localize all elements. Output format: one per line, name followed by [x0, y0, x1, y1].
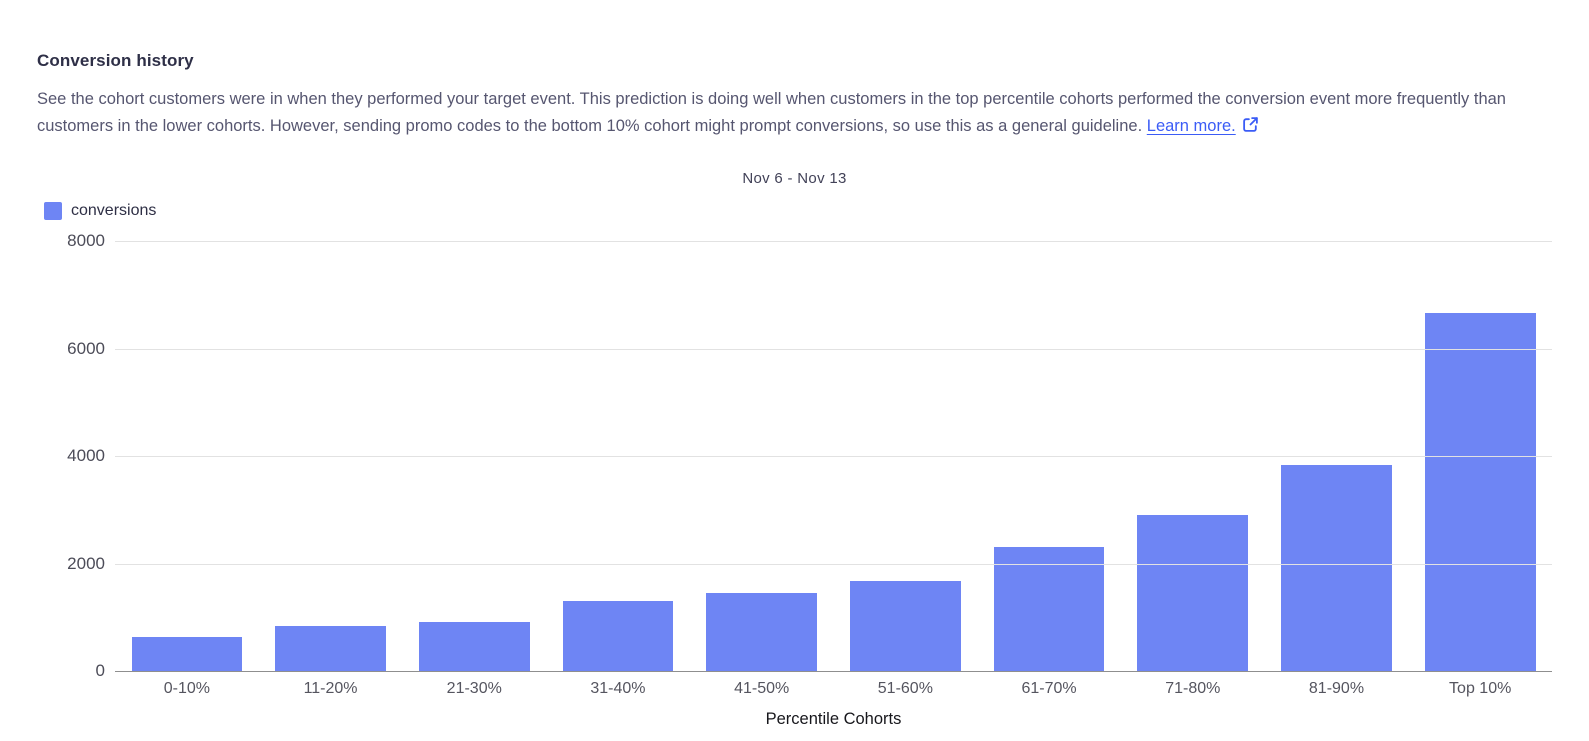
x-tick-Top 10%: Top 10% [1449, 680, 1512, 697]
bar-slot [690, 241, 834, 671]
x-tick-31-40%: 31-40% [590, 680, 646, 697]
external-link-icon[interactable] [1242, 115, 1259, 142]
bars-container [115, 241, 1552, 671]
description-text: See the cohort customers were in when th… [37, 90, 1506, 135]
bar-81-90%[interactable] [1281, 464, 1392, 671]
chart-legend: conversions [44, 202, 1552, 220]
bar-slot [834, 241, 978, 671]
panel-title: Conversion history [37, 51, 194, 70]
x-tick-0-10%: 0-10% [163, 680, 210, 697]
x-axis-labels: 0-10% 11-20% 21-30% 31-40% 41-50% 51-60% 61-70… [115, 680, 1552, 698]
gridline-6000 [115, 348, 1552, 350]
x-tick-21-30%: 21-30% [446, 680, 502, 697]
gridline-4000 [115, 456, 1552, 457]
x-tick-81-90%: 81-90% [1308, 680, 1365, 697]
bar-0-10%[interactable] [131, 636, 243, 671]
legend-label-conversions: conversions [71, 202, 157, 219]
panel-description: See the cohort customers were in when th… [37, 86, 1552, 142]
x-tick-61-70%: 61-70% [1021, 680, 1077, 697]
chart-date-range: Nov 6 - Nov 13 [742, 170, 847, 187]
bar-slot [115, 241, 259, 671]
legend-swatch-conversions [44, 202, 62, 220]
y-axis: 0 2000 4000 6000 8000 [37, 231, 115, 680]
x-tick-11-20%: 11-20% [303, 680, 358, 697]
gridline-2000 [115, 563, 1552, 565]
gridline-0 [115, 671, 1552, 672]
x-tick-41-50%: 41-50% [734, 680, 790, 697]
gridline-8000 [115, 241, 1552, 242]
y-tick-6000: 6000 [67, 338, 105, 358]
x-tick-51-60%: 51-60% [877, 680, 933, 697]
bar-31-40%[interactable] [562, 600, 674, 671]
bar-71-80%[interactable] [1137, 515, 1249, 671]
bar-slot [259, 241, 403, 671]
bar-Top 10%[interactable] [1424, 312, 1536, 671]
plot-area [115, 241, 1552, 672]
y-tick-2000: 2000 [67, 553, 105, 573]
plot-row: 0 2000 4000 6000 8000 [37, 231, 1552, 680]
bar-slot [402, 241, 546, 671]
bar-slot [977, 241, 1121, 671]
learn-more-link[interactable]: Learn more. [1146, 117, 1236, 135]
y-tick-4000: 4000 [67, 446, 105, 465]
bar-11-20%[interactable] [275, 626, 386, 671]
x-axis-title: Percentile Cohorts [765, 710, 902, 728]
bar-61-70%[interactable] [993, 546, 1105, 671]
bar-slot [1408, 241, 1552, 671]
bar-21-30%[interactable] [418, 622, 530, 671]
x-tick-71-80%: 71-80% [1165, 680, 1221, 697]
y-tick-0: 0 [95, 661, 105, 680]
bar-slot [546, 241, 690, 671]
conversions-bar-chart: Nov 6 - Nov 13 conversions 0 2000 4000 6000… [37, 170, 1552, 729]
bar-41-50%[interactable] [706, 592, 817, 671]
bar-slot [1265, 241, 1409, 671]
bar-slot [1121, 241, 1265, 671]
y-tick-8000: 8000 [67, 231, 105, 250]
bar-51-60%[interactable] [850, 580, 961, 671]
